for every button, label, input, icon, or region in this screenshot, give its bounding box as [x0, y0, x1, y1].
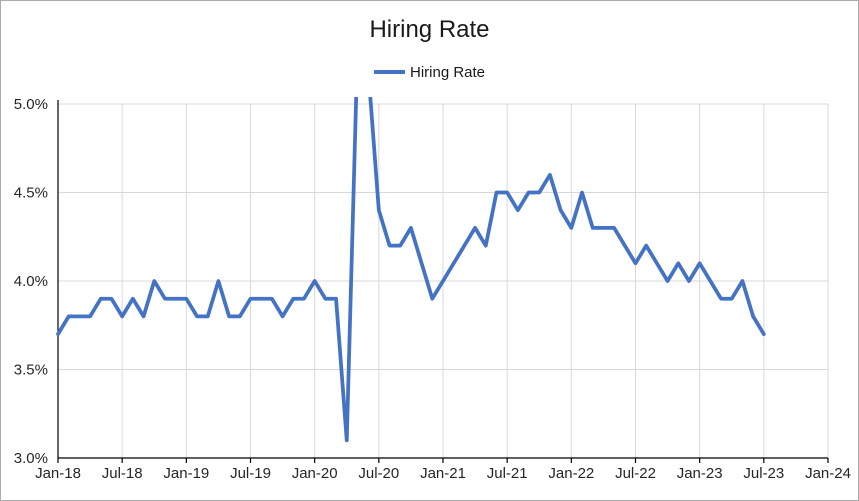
x-tick-label: Jan-23 — [677, 465, 723, 482]
x-tick-label: Jan-21 — [420, 465, 466, 482]
y-tick-label: 5.0% — [14, 96, 48, 113]
legend: Hiring Rate — [1, 63, 858, 81]
series-layer — [56, 97, 766, 443]
x-tick-label: Jan-22 — [548, 465, 594, 482]
x-tick-label: Jul-22 — [615, 465, 656, 482]
label-layer: Jan-18 Jul-18 Jan-19 Jul-19 Jan-20 Jul-20 Jan-… — [14, 96, 851, 482]
x-tick-label: Jan-19 — [163, 465, 209, 482]
x-tick-label: Jan-24 — [805, 465, 851, 482]
hiring-rate-line — [56, 97, 766, 443]
legend-label: Hiring Rate — [409, 63, 486, 81]
x-tick-label: Jul-18 — [102, 465, 143, 482]
x-tick-label: Jul-21 — [487, 465, 528, 482]
y-tick-label: 3.0% — [14, 450, 48, 467]
y-tick-label: 3.5% — [14, 362, 48, 379]
x-tick-label: Jul-20 — [358, 465, 399, 482]
x-tick-label: Jan-18 — [35, 465, 81, 482]
legend-line-swatch — [373, 70, 405, 74]
x-tick-label: Jan-20 — [292, 465, 338, 482]
axis-layer — [57, 100, 829, 463]
x-tick-label: Jul-23 — [743, 465, 784, 482]
y-tick-label: 4.5% — [14, 185, 48, 202]
x-tick-label: Jul-19 — [230, 465, 271, 482]
chart-title: Hiring Rate — [369, 16, 490, 43]
y-tick-label: 4.0% — [14, 273, 48, 290]
